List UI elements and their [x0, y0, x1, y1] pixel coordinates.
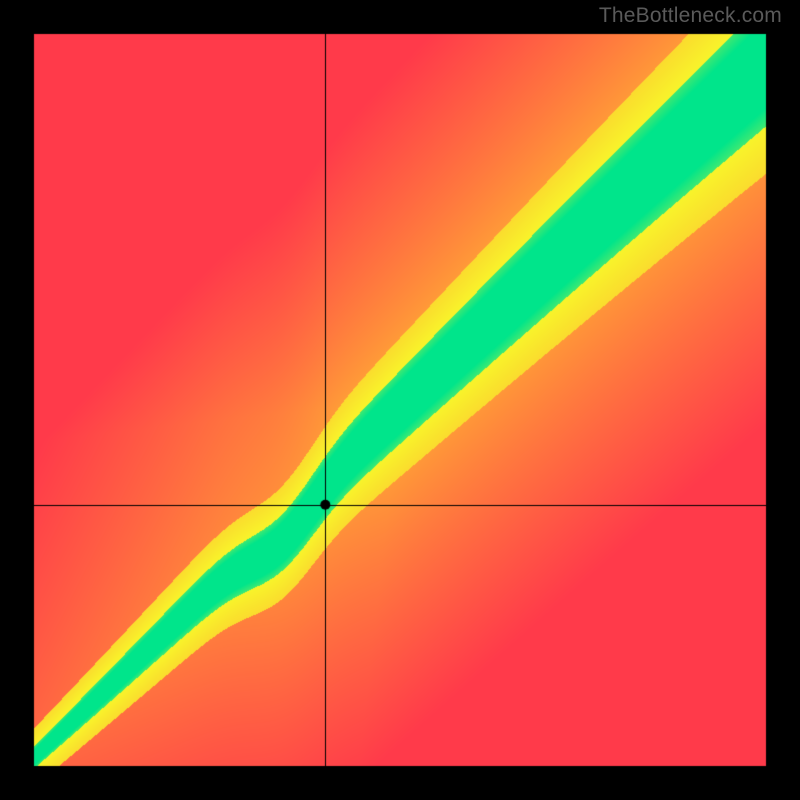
bottleneck-heatmap: [0, 0, 800, 800]
chart-container: TheBottleneck.com: [0, 0, 800, 800]
watermark-text: TheBottleneck.com: [599, 4, 782, 28]
